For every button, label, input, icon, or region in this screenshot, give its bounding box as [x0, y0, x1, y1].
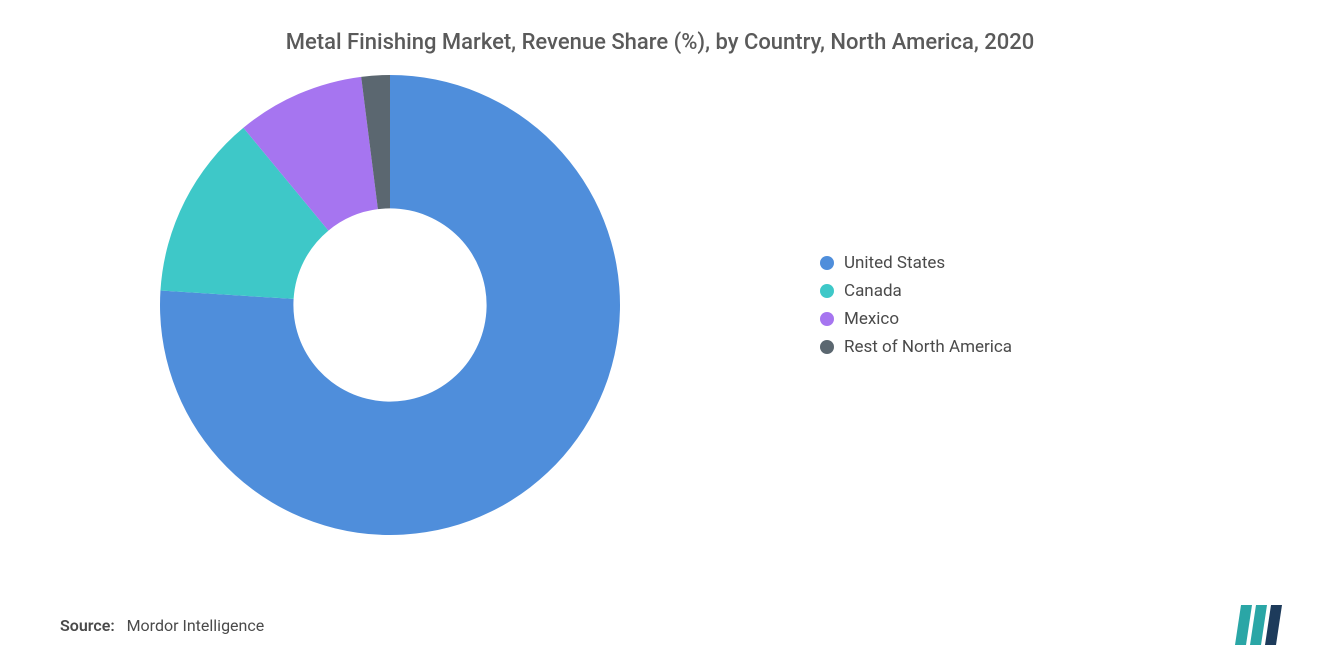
logo-bar: [1265, 605, 1282, 645]
legend-label: Rest of North America: [844, 337, 1012, 357]
brand-logo: [1235, 605, 1285, 645]
legend-item: United States: [820, 253, 1012, 273]
legend-item: Mexico: [820, 309, 1012, 329]
legend-label: United States: [844, 253, 945, 273]
legend-swatch: [820, 284, 834, 298]
legend-swatch: [820, 256, 834, 270]
chart-body: United States Canada Mexico Rest of Nort…: [60, 75, 1260, 535]
logo-bar: [1250, 605, 1267, 645]
legend-label: Mexico: [844, 309, 899, 329]
donut-chart: [160, 75, 620, 535]
source-value: Mordor Intelligence: [127, 616, 265, 635]
source-label: Source:: [60, 616, 115, 635]
legend-swatch: [820, 340, 834, 354]
legend-label: Canada: [844, 281, 902, 301]
logo-bar: [1235, 605, 1252, 645]
source-attribution: Source: Mordor Intelligence: [60, 616, 264, 635]
chart-legend: United States Canada Mexico Rest of Nort…: [820, 253, 1012, 357]
legend-item: Rest of North America: [820, 337, 1012, 357]
legend-item: Canada: [820, 281, 1012, 301]
chart-container: Metal Finishing Market, Revenue Share (%…: [0, 0, 1320, 665]
legend-swatch: [820, 312, 834, 326]
chart-title: Metal Finishing Market, Revenue Share (%…: [60, 30, 1260, 55]
